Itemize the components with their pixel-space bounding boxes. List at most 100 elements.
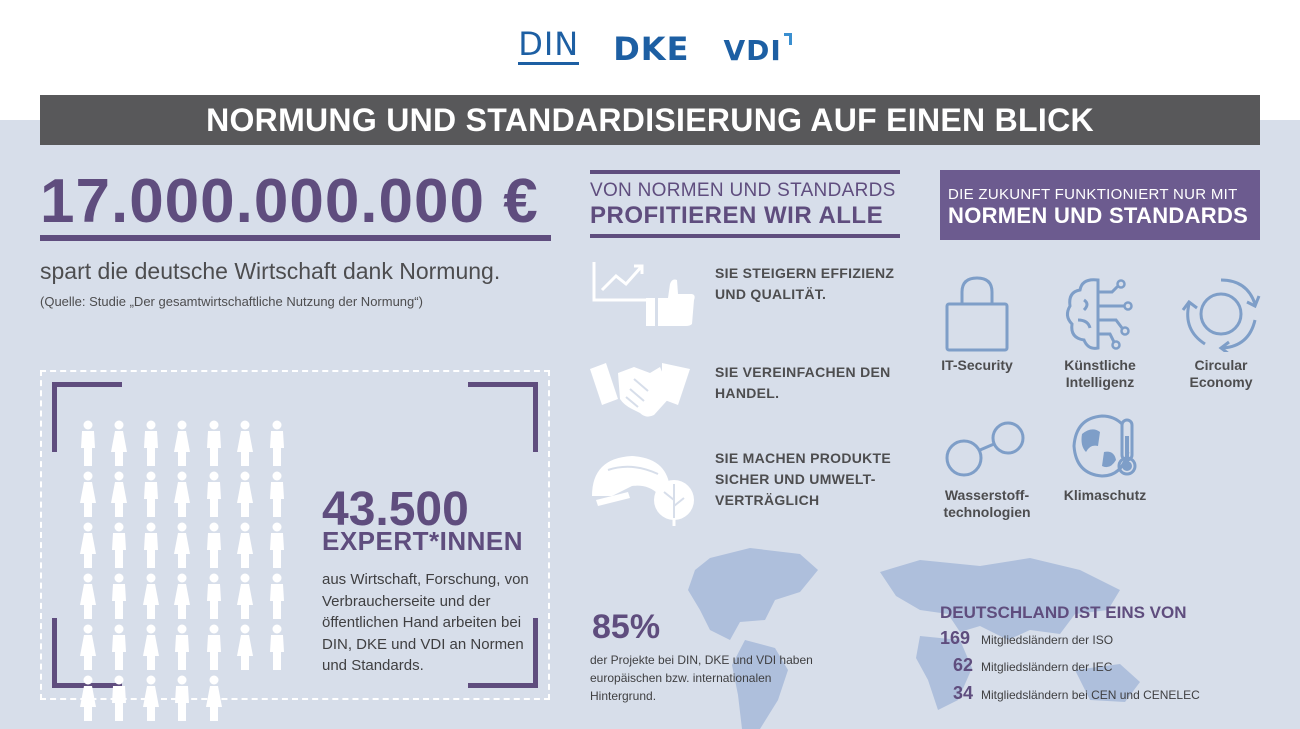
person-icon bbox=[72, 522, 104, 573]
person-icon bbox=[261, 420, 293, 471]
future-heading-line2: NORMEN UND STANDARDS bbox=[948, 203, 1249, 228]
globe-thermometer-icon bbox=[1072, 414, 1137, 478]
future-label-line2: Intelligenz bbox=[1065, 374, 1135, 390]
person-icon bbox=[135, 420, 167, 471]
corner-bracket bbox=[52, 382, 122, 452]
person-icon bbox=[104, 675, 136, 726]
person-icon bbox=[230, 420, 262, 471]
projects-text: der Projekte bei DIN, DKE und VDI haben … bbox=[590, 653, 813, 703]
corner-bracket bbox=[52, 618, 122, 688]
person-icon bbox=[230, 471, 262, 522]
germany-row-number: 34 bbox=[952, 683, 973, 703]
future-label-line2: technologien bbox=[943, 504, 1031, 520]
vdi-logo-text: VDI bbox=[723, 34, 782, 67]
person-icon bbox=[135, 573, 167, 624]
person-icon bbox=[198, 522, 230, 573]
person-icon bbox=[135, 624, 167, 675]
person-icon bbox=[72, 471, 104, 522]
future-label-line1: Wasserstoff- bbox=[944, 487, 1030, 503]
savings-divider bbox=[40, 235, 551, 241]
future-label-line2: Economy bbox=[1189, 374, 1253, 390]
person-icon bbox=[104, 573, 136, 624]
person-icon bbox=[230, 522, 262, 573]
future-label: IT-Security bbox=[912, 357, 1042, 374]
person-icon bbox=[261, 624, 293, 675]
world-map-icon bbox=[688, 548, 1140, 729]
future-label: Klimaschutz bbox=[1040, 487, 1170, 504]
germany-row: 169 Mitgliedsländern der ISO bbox=[940, 628, 1270, 649]
germany-row-label: Mitgliedsländern bei CEN und CENELEC bbox=[981, 688, 1200, 702]
person-icon bbox=[72, 624, 104, 675]
benefits-heading-line1: VON NORMEN UND STANDARDS bbox=[590, 180, 896, 201]
savings-amount: 17.000.000.000 € bbox=[40, 167, 539, 236]
person-icon bbox=[135, 675, 167, 726]
benefit-item: SIE VEREINFACHEN DEN HANDEL. bbox=[715, 364, 891, 401]
experts-number: 43.500 bbox=[322, 483, 469, 536]
handshake-icon bbox=[590, 363, 690, 417]
germany-heading: DEUTSCHLAND IST EINS VON bbox=[940, 603, 1187, 622]
vdi-mark-icon bbox=[783, 33, 792, 45]
person-icon bbox=[230, 573, 262, 624]
person-icon bbox=[72, 573, 104, 624]
future-label: Wasserstoff-technologien bbox=[922, 487, 1052, 521]
person-icon bbox=[167, 624, 199, 675]
padlock-icon bbox=[945, 276, 1009, 352]
germany-row-number: 169 bbox=[940, 628, 971, 648]
dke-logo[interactable]: DKE bbox=[613, 30, 690, 68]
person-icon bbox=[198, 471, 230, 522]
person-icon bbox=[167, 675, 199, 726]
future-label-line1: Circular bbox=[1194, 357, 1248, 373]
germany-row: 62 Mitgliedsländern der IEC bbox=[940, 655, 1270, 676]
germany-row-number: 62 bbox=[952, 655, 973, 675]
person-icon bbox=[167, 522, 199, 573]
benefits-heading: VON NORMEN UND STANDARDS PROFITIEREN WIR… bbox=[590, 170, 900, 238]
circular-arrows-icon bbox=[1181, 278, 1261, 352]
future-label: Künstliche Intelligenz bbox=[1035, 357, 1165, 391]
future-heading: DIE ZUKUNFT FUNKTIONIERT NUR MIT NORMEN … bbox=[940, 170, 1260, 240]
experts-text: aus Wirtschaft, Forschung, von Verbrauch… bbox=[322, 571, 529, 674]
person-icon bbox=[167, 573, 199, 624]
projects-percent: 85% bbox=[592, 608, 661, 646]
hydrogen-molecule-icon bbox=[945, 421, 1025, 477]
person-icon bbox=[104, 471, 136, 522]
person-icon bbox=[72, 420, 104, 471]
corner-bracket bbox=[468, 382, 538, 452]
experts-box: 43.500 EXPERT*INNEN aus Wirtschaft, Fors… bbox=[40, 370, 550, 721]
person-icon bbox=[167, 420, 199, 471]
person-icon bbox=[261, 471, 293, 522]
savings-source: (Quelle: Studie „Der gesamtwirtschaftlic… bbox=[40, 294, 423, 309]
person-icon bbox=[104, 624, 136, 675]
germany-row: 34 Mitgliedsländern bei CEN und CENELEC bbox=[940, 683, 1270, 704]
logo-row: DIN DKE VDI bbox=[0, 28, 1300, 65]
experts-label: EXPERT*INNEN bbox=[322, 526, 524, 556]
benefit-item: SIE STEIGERN EFFIZIENZ UND QUALITÄT. bbox=[715, 265, 895, 302]
din-logo[interactable]: DIN bbox=[518, 25, 580, 65]
future-label: Circular Economy bbox=[1156, 357, 1286, 391]
germany-row-label: Mitgliedsländern der IEC bbox=[981, 660, 1113, 674]
future-label-line1: Künstliche bbox=[1064, 357, 1136, 373]
vdi-logo[interactable]: VDI bbox=[723, 33, 792, 67]
future-label-line1: IT-Security bbox=[941, 357, 1013, 373]
helmet-leaf-icon bbox=[592, 456, 694, 526]
people-grid bbox=[72, 420, 318, 726]
page-title: NORMUNG UND STANDARDISIERUNG AUF EINEN B… bbox=[40, 95, 1260, 145]
person-icon bbox=[167, 471, 199, 522]
person-icon bbox=[104, 420, 136, 471]
future-heading-line1: DIE ZUKUNFT FUNKTIONIERT NUR MIT bbox=[948, 186, 1238, 203]
corner-bracket bbox=[468, 618, 538, 688]
benefit-item: SIE MACHEN PRODUKTE SICHER UND UMWELT-VE… bbox=[715, 450, 892, 508]
person-icon bbox=[135, 471, 167, 522]
person-icon bbox=[198, 573, 230, 624]
benefits-heading-line2: PROFITIEREN WIR ALLE bbox=[590, 202, 884, 229]
future-label-line1: Klimaschutz bbox=[1063, 487, 1147, 503]
person-icon bbox=[261, 573, 293, 624]
ai-brain-icon bbox=[1065, 278, 1133, 350]
person-icon bbox=[230, 624, 262, 675]
person-icon bbox=[72, 675, 104, 726]
germany-row-label: Mitgliedsländern der ISO bbox=[981, 633, 1114, 647]
person-icon bbox=[104, 522, 136, 573]
person-icon bbox=[135, 522, 167, 573]
savings-text: spart die deutsche Wirtschaft dank Normu… bbox=[40, 258, 501, 284]
person-icon bbox=[261, 522, 293, 573]
person-icon bbox=[198, 675, 230, 726]
